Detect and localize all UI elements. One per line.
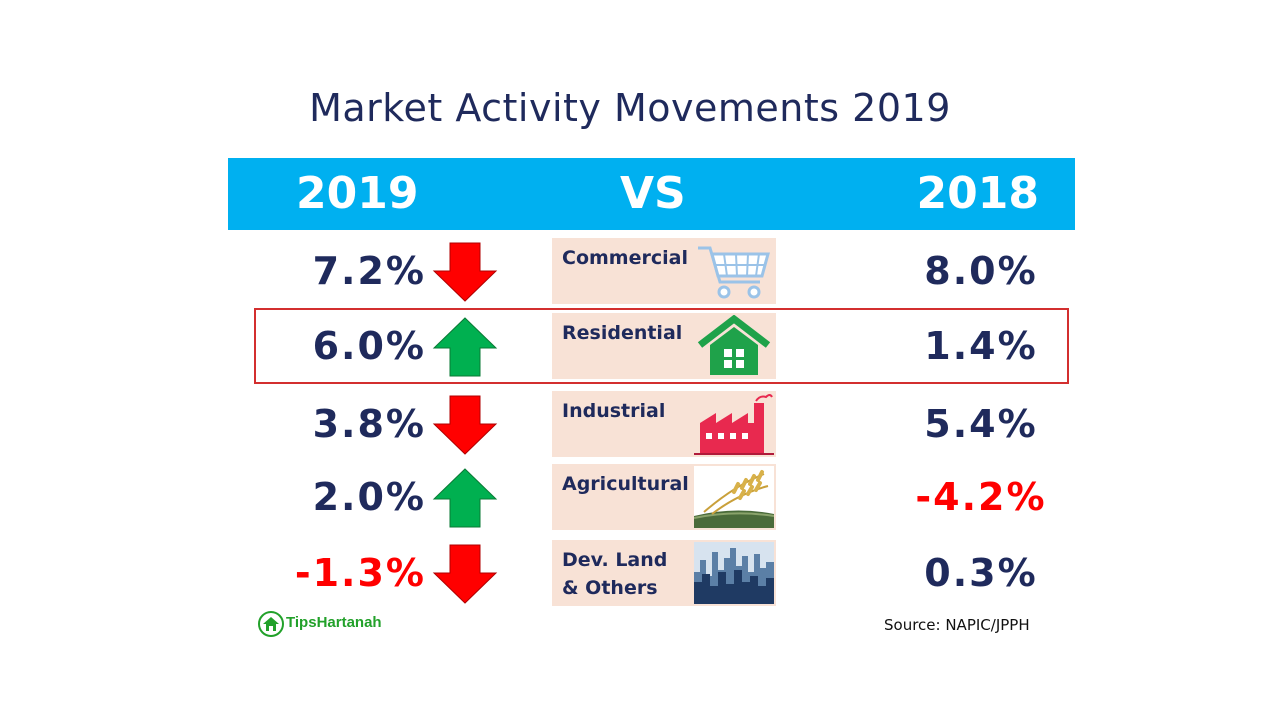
value-2018: 5.4% xyxy=(924,402,1038,446)
value-2018: 0.3% xyxy=(924,551,1038,595)
tipshartanah-logo: TipsHartanah xyxy=(258,611,382,637)
chart-title: Market Activity Movements 2019 xyxy=(309,86,951,130)
arrow-up-icon xyxy=(432,317,498,377)
arrow-down-icon xyxy=(432,242,498,302)
table-row: -1.3% Dev. Land & Others 0.3% xyxy=(0,538,1280,608)
category-box: Agricultural xyxy=(552,464,776,530)
table-row: 3.8% Industrial 5.4% xyxy=(0,389,1280,459)
category-box: Dev. Land & Others xyxy=(552,540,776,606)
category-box: Commercial xyxy=(552,238,776,304)
arrow-down-icon xyxy=(432,395,498,455)
arrow-down-icon xyxy=(432,544,498,604)
value-2019: 2.0% xyxy=(312,475,426,519)
header-bar: 2019 VS 2018 xyxy=(228,158,1075,230)
category-label: Dev. Land & Others xyxy=(562,549,668,599)
table-row: 2.0% Agricultural -4.2% xyxy=(0,462,1280,532)
category-box: Residential xyxy=(552,313,776,379)
value-2019: 7.2% xyxy=(312,249,426,293)
header-vs: VS xyxy=(620,168,686,219)
value-2019: 6.0% xyxy=(312,324,426,368)
value-2018: -4.2% xyxy=(915,475,1047,519)
value-2018: 1.4% xyxy=(924,324,1038,368)
value-2019: -1.3% xyxy=(294,551,426,595)
residential-highlight-box xyxy=(254,308,1069,384)
factory-icon xyxy=(694,394,774,455)
value-2019: 3.8% xyxy=(312,402,426,446)
table-row: 6.0% Residential 1.4% xyxy=(0,311,1280,381)
header-2019: 2019 xyxy=(296,168,419,219)
source-note: Source: NAPIC/JPPH xyxy=(884,616,1030,634)
category-box: Industrial xyxy=(552,391,776,457)
category-label: Commercial xyxy=(562,247,688,269)
city-skyline-icon xyxy=(694,542,774,604)
category-label: Agricultural xyxy=(562,473,689,495)
logo-house-icon xyxy=(258,611,284,637)
shopping-cart-icon xyxy=(698,246,770,299)
value-2018: 8.0% xyxy=(924,249,1038,293)
wheat-icon xyxy=(694,466,774,528)
logo-text: TipsHartanah xyxy=(286,614,382,631)
category-label: Residential xyxy=(562,322,683,344)
header-2018: 2018 xyxy=(916,168,1039,219)
house-icon xyxy=(697,315,771,375)
arrow-up-icon xyxy=(432,468,498,528)
table-row: 7.2% Commercial 8.0% xyxy=(0,236,1280,306)
category-label: Industrial xyxy=(562,400,666,422)
